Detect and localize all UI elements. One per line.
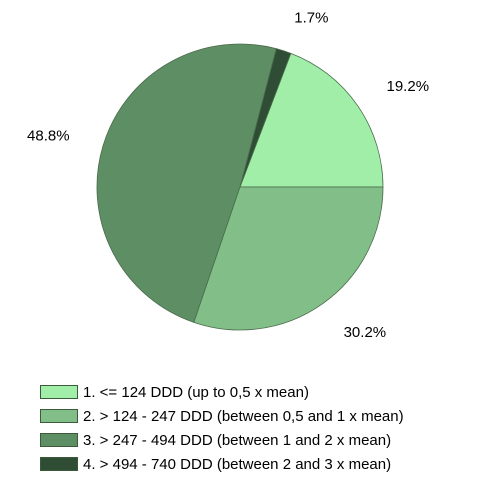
pie-slice-1 (239, 52, 384, 188)
legend-label-1: 1. <= 124 DDD (up to 0,5 x mean) (83, 383, 309, 401)
legend-swatch-4 (40, 457, 78, 471)
legend-swatch-1 (40, 385, 78, 399)
pie-slice-4 (193, 186, 384, 331)
slice-value-label-3: 48.8% (27, 128, 70, 145)
legend-label-2: 2. > 124 - 247 DDD (between 0,5 and 1 x … (83, 407, 404, 425)
legend-label-3: 3. > 247 - 494 DDD (between 1 and 2 x me… (83, 431, 392, 449)
slice-value-label-1: 19.2% (387, 78, 430, 95)
legend-item-1: 1. <= 124 DDD (up to 0,5 x mean) (40, 380, 470, 404)
pie-labels: 19.2% 1.7% 48.8% 30.2% (27, 10, 429, 341)
legend-label-4: 4. > 494 - 740 DDD (between 2 and 3 x me… (83, 455, 392, 473)
legend-swatch-2 (40, 409, 78, 423)
slice-value-label-2: 1.7% (294, 10, 328, 27)
legend-swatch-3 (40, 433, 78, 447)
pie-slice-3 (96, 43, 277, 323)
legend: 1. <= 124 DDD (up to 0,5 x mean) 2. > 12… (40, 380, 470, 476)
legend-item-3: 3. > 247 - 494 DDD (between 1 and 2 x me… (40, 428, 470, 452)
legend-item-2: 2. > 124 - 247 DDD (between 0,5 and 1 x … (40, 404, 470, 428)
legend-item-4: 4. > 494 - 740 DDD (between 2 and 3 x me… (40, 452, 470, 476)
slice-value-label-4: 30.2% (344, 324, 387, 341)
pie-slices (96, 43, 384, 331)
